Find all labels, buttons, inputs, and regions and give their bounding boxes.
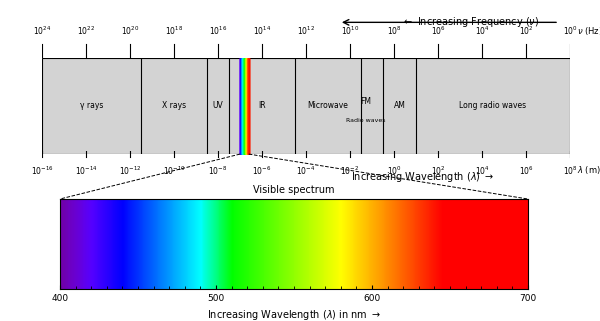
Text: $10^{10}$: $10^{10}$ (341, 24, 359, 37)
Text: Microwave: Microwave (308, 101, 349, 110)
Text: $10^{0}$: $10^{0}$ (386, 164, 401, 177)
Text: IR: IR (258, 101, 266, 110)
Text: $10^{-2}$: $10^{-2}$ (340, 164, 359, 177)
Text: $10^{2}$: $10^{2}$ (518, 24, 533, 37)
Text: γ rays: γ rays (80, 101, 103, 110)
Text: $10^{-10}$: $10^{-10}$ (163, 164, 185, 177)
FancyBboxPatch shape (42, 58, 570, 154)
Text: $\lambda$ (m): $\lambda$ (m) (577, 164, 600, 176)
Text: $10^{16}$: $10^{16}$ (209, 24, 227, 37)
Text: $10^{-14}$: $10^{-14}$ (74, 164, 97, 177)
Text: $10^{22}$: $10^{22}$ (77, 24, 95, 37)
Text: $10^{8}$: $10^{8}$ (563, 164, 577, 177)
Text: $10^{2}$: $10^{2}$ (431, 164, 445, 177)
Text: $10^{18}$: $10^{18}$ (165, 24, 183, 37)
Text: $10^{-6}$: $10^{-6}$ (253, 164, 272, 177)
Text: $10^{0}$: $10^{0}$ (563, 24, 577, 37)
Text: Increasing Wavelength ($\lambda$) $\rightarrow$: Increasing Wavelength ($\lambda$) $\righ… (350, 169, 494, 184)
Text: X rays: X rays (162, 101, 186, 110)
Text: $10^{-4}$: $10^{-4}$ (296, 164, 316, 177)
Text: $10^{6}$: $10^{6}$ (518, 164, 533, 177)
Text: $10^{4}$: $10^{4}$ (475, 164, 490, 177)
Text: $10^{6}$: $10^{6}$ (431, 24, 445, 37)
Text: Radio waves: Radio waves (346, 118, 385, 123)
Text: $10^{12}$: $10^{12}$ (297, 24, 315, 37)
Text: AM: AM (394, 101, 406, 110)
X-axis label: Increasing Wavelength ($\lambda$) in nm $\rightarrow$: Increasing Wavelength ($\lambda$) in nm … (207, 308, 381, 321)
Text: $\nu$ (Hz): $\nu$ (Hz) (577, 25, 600, 37)
Text: $10^{8}$: $10^{8}$ (386, 24, 401, 37)
Text: FM: FM (360, 97, 371, 106)
Text: $10^{-16}$: $10^{-16}$ (31, 164, 53, 177)
Text: $10^{-8}$: $10^{-8}$ (208, 164, 227, 177)
Text: Visible spectrum: Visible spectrum (253, 185, 335, 195)
Text: $10^{4}$: $10^{4}$ (475, 24, 490, 37)
Text: $10^{-12}$: $10^{-12}$ (119, 164, 141, 177)
Text: $\leftarrow$ Increasing Frequency ($\nu$): $\leftarrow$ Increasing Frequency ($\nu$… (403, 15, 539, 29)
Text: $10^{14}$: $10^{14}$ (253, 24, 271, 37)
Text: UV: UV (212, 101, 223, 110)
Text: $10^{20}$: $10^{20}$ (121, 24, 139, 37)
Text: $10^{24}$: $10^{24}$ (33, 24, 51, 37)
Text: Long radio waves: Long radio waves (460, 101, 527, 110)
